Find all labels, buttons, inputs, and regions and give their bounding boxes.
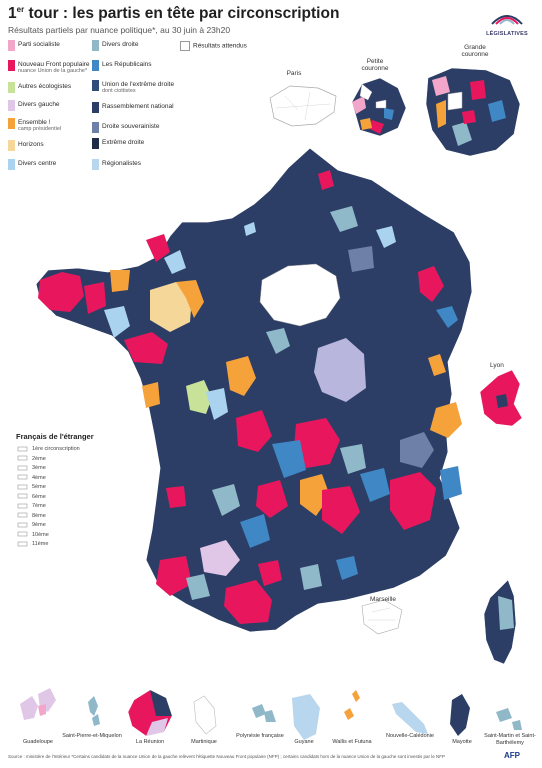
- dom-label-nouvelle-caledonie: Nouvelle-Calédonie: [385, 733, 434, 739]
- legend-swatch: [92, 40, 99, 51]
- paris-inset-map: [269, 85, 337, 127]
- legend-swatch: [8, 140, 15, 151]
- polynesie-map: [252, 704, 276, 722]
- abroad-row: 5ème: [32, 484, 46, 490]
- subtitle: Résultats partiels par nuance politique*…: [8, 25, 231, 35]
- legend: Parti socialiste Nouveau Front populaire…: [8, 40, 258, 170]
- dom-label-guyane: Guyane: [294, 739, 314, 745]
- abroad-row: 6ème: [32, 493, 46, 500]
- legend-swatch: [92, 159, 99, 170]
- legend-swatch: [92, 122, 99, 133]
- dom-label-saint-pierre-miquelon: Saint-Pierre-et-Miquelon: [62, 733, 122, 739]
- city-label-marseille: Marseille: [370, 596, 397, 603]
- legend-swatch: [92, 80, 99, 91]
- legend-swatch: [92, 102, 99, 113]
- dom-label-polynesie: Polynésie française: [236, 733, 284, 739]
- inset-label-paris: Paris: [286, 70, 302, 77]
- awaited-swatch: [180, 41, 190, 51]
- abroad-boxes: [17, 446, 28, 547]
- dom-label-saint-martin: Saint-Martin et Saint-Barthélemy: [484, 733, 536, 746]
- abroad-row: 11ème: [32, 541, 49, 547]
- grande-couronne-inset-map: [425, 67, 521, 157]
- legend-swatch: [8, 82, 15, 93]
- dom-label-mayotte: Mayotte: [452, 739, 472, 745]
- dom-label-la-reunion: La Réunion: [135, 739, 165, 745]
- legend-awaited: Résultats attendus: [180, 41, 247, 51]
- abroad-legend: Français de l'étranger 1ère circonscript…: [16, 432, 126, 550]
- wallis-futuna-map: [344, 690, 360, 720]
- abroad-row: 1ère circonscription: [32, 446, 80, 452]
- afp-logo: AFP: [504, 751, 520, 760]
- footer-source: Source : ministère de l'Intérieur *Certa…: [8, 754, 445, 759]
- abroad-row: 2ème: [32, 455, 46, 462]
- city-label-lyon: Lyon: [490, 362, 504, 369]
- legend-swatch: [8, 100, 15, 111]
- abroad-row: 7ème: [32, 503, 46, 509]
- abroad-row: 3ème: [32, 465, 46, 471]
- dom-label-wallis-futuna: Wallis et Futuna: [332, 739, 372, 745]
- guyane-map: [292, 694, 320, 740]
- lyon-inset-map: [479, 369, 523, 427]
- saint-martin-map: [496, 708, 522, 730]
- inset-label-petite-couronne: Petite couronne: [361, 58, 389, 72]
- mayotte-map: [450, 694, 470, 736]
- legend-swatch: [92, 60, 99, 71]
- legend-swatch: [8, 40, 15, 51]
- petite-couronne-inset-map: [351, 77, 407, 137]
- inset-label-grande-couronne: Grande couronne: [461, 44, 489, 58]
- legislatives-logo: LÉGISLATIVES: [478, 6, 536, 37]
- legend-swatch: [8, 159, 15, 170]
- abroad-title: Français de l'étranger: [16, 432, 94, 441]
- dom-label-guadeloupe: Guadeloupe: [23, 739, 53, 745]
- abroad-row: 9ème: [32, 522, 46, 528]
- abroad-row: 10ème: [32, 531, 49, 538]
- page-title: 1er tour : les partis en tête par circon…: [8, 5, 340, 23]
- legend-swatch: [92, 138, 99, 149]
- corsica-map: [483, 579, 517, 665]
- martinique-map: [193, 695, 217, 735]
- abroad-row: 8ème: [32, 512, 46, 519]
- la-reunion-map: [127, 689, 173, 737]
- legend-swatch: [8, 118, 15, 129]
- dom-label-martinique: Martinique: [191, 739, 217, 745]
- france-mainland-map: [35, 147, 473, 633]
- legislatives-logo-icon: [491, 15, 523, 25]
- legend-swatch: [8, 60, 15, 71]
- saint-pierre-miquelon-map: [88, 696, 100, 726]
- nouvelle-caledonie-map: [392, 702, 428, 734]
- guadeloupe-map: [20, 688, 56, 720]
- abroad-row: 4ème: [32, 474, 46, 481]
- marseille-inset-map: [361, 599, 403, 635]
